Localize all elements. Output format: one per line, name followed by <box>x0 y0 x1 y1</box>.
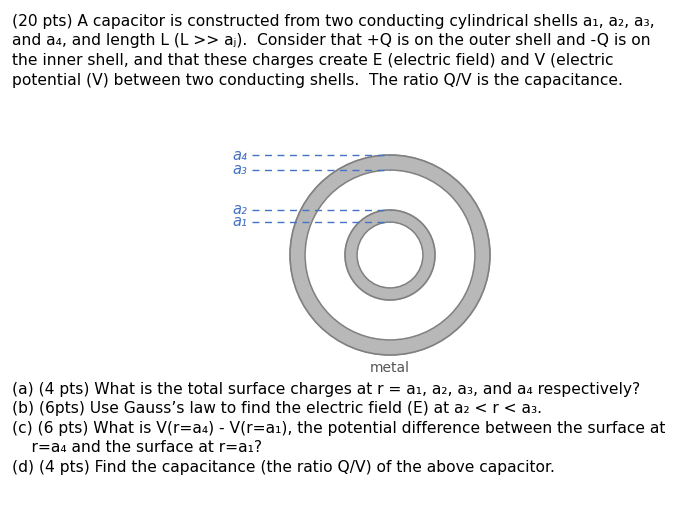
Text: (b) (6pts) Use Gauss’s law to find the electric field (E) at a₂ < r < a₃.: (b) (6pts) Use Gauss’s law to find the e… <box>12 401 542 416</box>
Circle shape <box>305 170 475 340</box>
Circle shape <box>357 222 423 288</box>
Text: a₄: a₄ <box>232 148 247 162</box>
Text: metal: metal <box>370 361 410 374</box>
Text: (d) (4 pts) Find the capacitance (the ratio Q/V) of the above capacitor.: (d) (4 pts) Find the capacitance (the ra… <box>12 460 555 475</box>
Text: a₃: a₃ <box>232 162 247 177</box>
Text: a₂: a₂ <box>232 202 247 218</box>
Text: (a) (4 pts) What is the total surface charges at r = a₁, a₂, a₃, and a₄ respecti: (a) (4 pts) What is the total surface ch… <box>12 382 640 397</box>
Text: r=a₄ and the surface at r=a₁?: r=a₄ and the surface at r=a₁? <box>12 441 262 456</box>
Text: (c) (6 pts) What is V(r=a₄) - V(r=a₁), the potential difference between the surf: (c) (6 pts) What is V(r=a₄) - V(r=a₁), t… <box>12 421 666 436</box>
Circle shape <box>345 210 435 300</box>
Text: a₁: a₁ <box>232 215 247 229</box>
Text: metal: metal <box>370 258 410 272</box>
Text: the inner shell, and that these charges create E (electric field) and V (electri: the inner shell, and that these charges … <box>12 53 613 68</box>
Text: (20 pts) A capacitor is constructed from two conducting cylindrical shells a₁, a: (20 pts) A capacitor is constructed from… <box>12 14 654 29</box>
Circle shape <box>290 155 490 355</box>
Text: and a₄, and length L (L >> aⱼ).  Consider that +Q is on the outer shell and -Q i: and a₄, and length L (L >> aⱼ). Consider… <box>12 33 650 48</box>
Text: potential (V) between two conducting shells.  The ratio Q/V is the capacitance.: potential (V) between two conducting she… <box>12 73 623 88</box>
